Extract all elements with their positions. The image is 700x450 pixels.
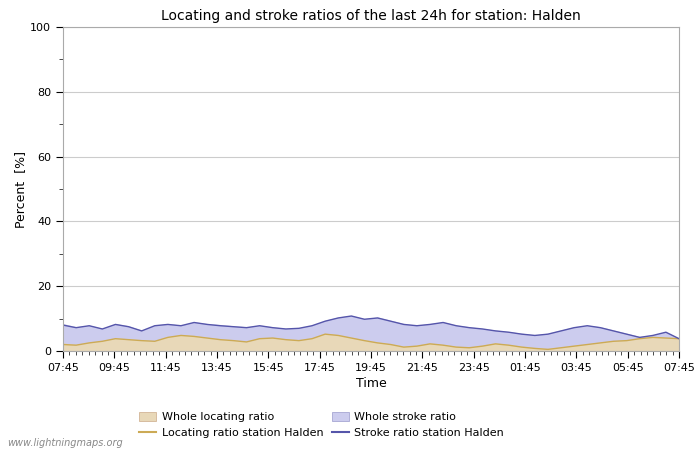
Title: Locating and stroke ratios of the last 24h for station: Halden: Locating and stroke ratios of the last 2… — [161, 9, 581, 23]
X-axis label: Time: Time — [356, 377, 386, 390]
Legend: Whole locating ratio, Locating ratio station Halden, Whole stroke ratio, Stroke : Whole locating ratio, Locating ratio sta… — [139, 412, 504, 438]
Y-axis label: Percent  [%]: Percent [%] — [15, 150, 27, 228]
Text: www.lightningmaps.org: www.lightningmaps.org — [7, 438, 122, 448]
